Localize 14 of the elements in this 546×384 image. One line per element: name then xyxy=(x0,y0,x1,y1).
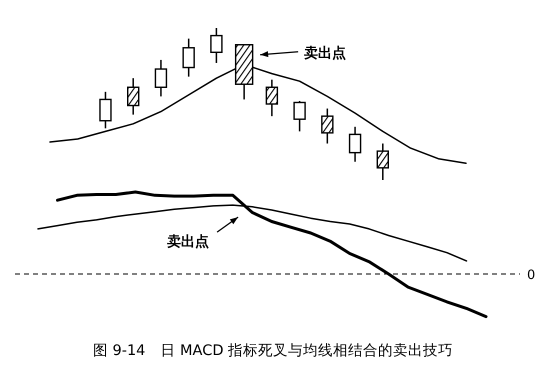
annotation: 卖出点 xyxy=(304,46,346,62)
annotation: 卖出点 xyxy=(167,234,210,250)
candlestick xyxy=(99,91,112,130)
candlestick xyxy=(348,126,362,163)
candlestick xyxy=(293,100,306,132)
candlestick xyxy=(210,27,223,64)
candlestick xyxy=(127,77,140,116)
candlestick xyxy=(266,78,278,117)
candlestick xyxy=(154,59,168,98)
caption: 图 9-14 日 MACD 指标死叉与均线相结合的卖出技巧 xyxy=(92,342,454,359)
ref-line-label: 0 xyxy=(527,268,536,283)
candlestick xyxy=(182,38,195,78)
candlestick xyxy=(321,108,334,144)
candlestick xyxy=(376,142,389,181)
